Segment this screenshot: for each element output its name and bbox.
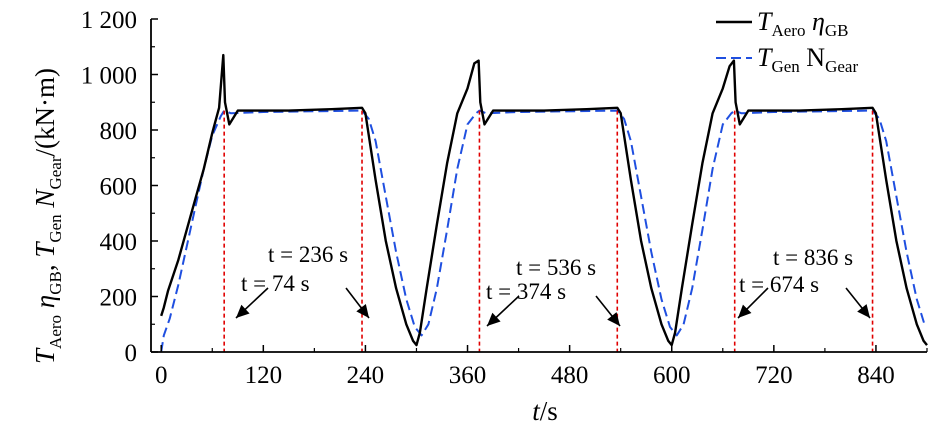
marker-layer: [223, 110, 874, 352]
x-tick-label: 120: [245, 362, 283, 389]
y-tick-label: 400: [100, 229, 138, 256]
axes: 0 200 400 600 800 1 000 1 200 0 120 240 360 480 600 7…: [81, 7, 928, 389]
y-tick-label: 200: [100, 285, 138, 312]
legend: TAero ηGB TGen NGear: [716, 7, 858, 76]
annotation-t674: t = 674 s: [739, 272, 819, 297]
series-line-aero: [160, 53, 928, 347]
legend-label-aero: TAero ηGB: [757, 7, 848, 40]
annotations: [235, 287, 871, 327]
arrow-t374-head: [487, 312, 501, 326]
annotation-t236: t = 236 s: [268, 242, 348, 267]
x-tick-label: 0: [155, 362, 168, 389]
x-axis-title: t/s: [532, 396, 558, 426]
arrow-t236-head: [356, 304, 369, 318]
y-tick-label: 1 000: [81, 63, 137, 90]
x-tick-label: 480: [551, 362, 589, 389]
annotation-t74: t = 74 s: [241, 271, 310, 296]
series-layer: [160, 53, 928, 353]
legend-label-gen: TGen NGear: [757, 43, 858, 76]
annotation-t836: t = 836 s: [773, 245, 853, 270]
arrow-t674-head: [738, 304, 752, 318]
arrow-t536-head: [607, 312, 620, 326]
y-tick-label: 0: [125, 340, 138, 367]
series-line-gen: [160, 109, 927, 353]
y-axis-title: TAero ηGB, TGen NGear/(kN·m): [30, 68, 65, 364]
x-tick-label: 240: [347, 362, 385, 389]
y-tick-label: 800: [100, 118, 138, 145]
arrow-t836-head: [857, 304, 870, 318]
x-tick-label: 600: [653, 362, 691, 389]
y-tick-label: 600: [100, 174, 138, 201]
x-tick-label: 360: [449, 362, 487, 389]
annotation-t374: t = 374 s: [486, 279, 566, 304]
arrow-t74-head: [236, 304, 250, 318]
annotation-t536: t = 536 s: [516, 255, 596, 280]
x-tick-label: 720: [755, 362, 793, 389]
x-tick-label: 840: [857, 362, 895, 389]
y-tick-label: 1 200: [81, 7, 137, 34]
